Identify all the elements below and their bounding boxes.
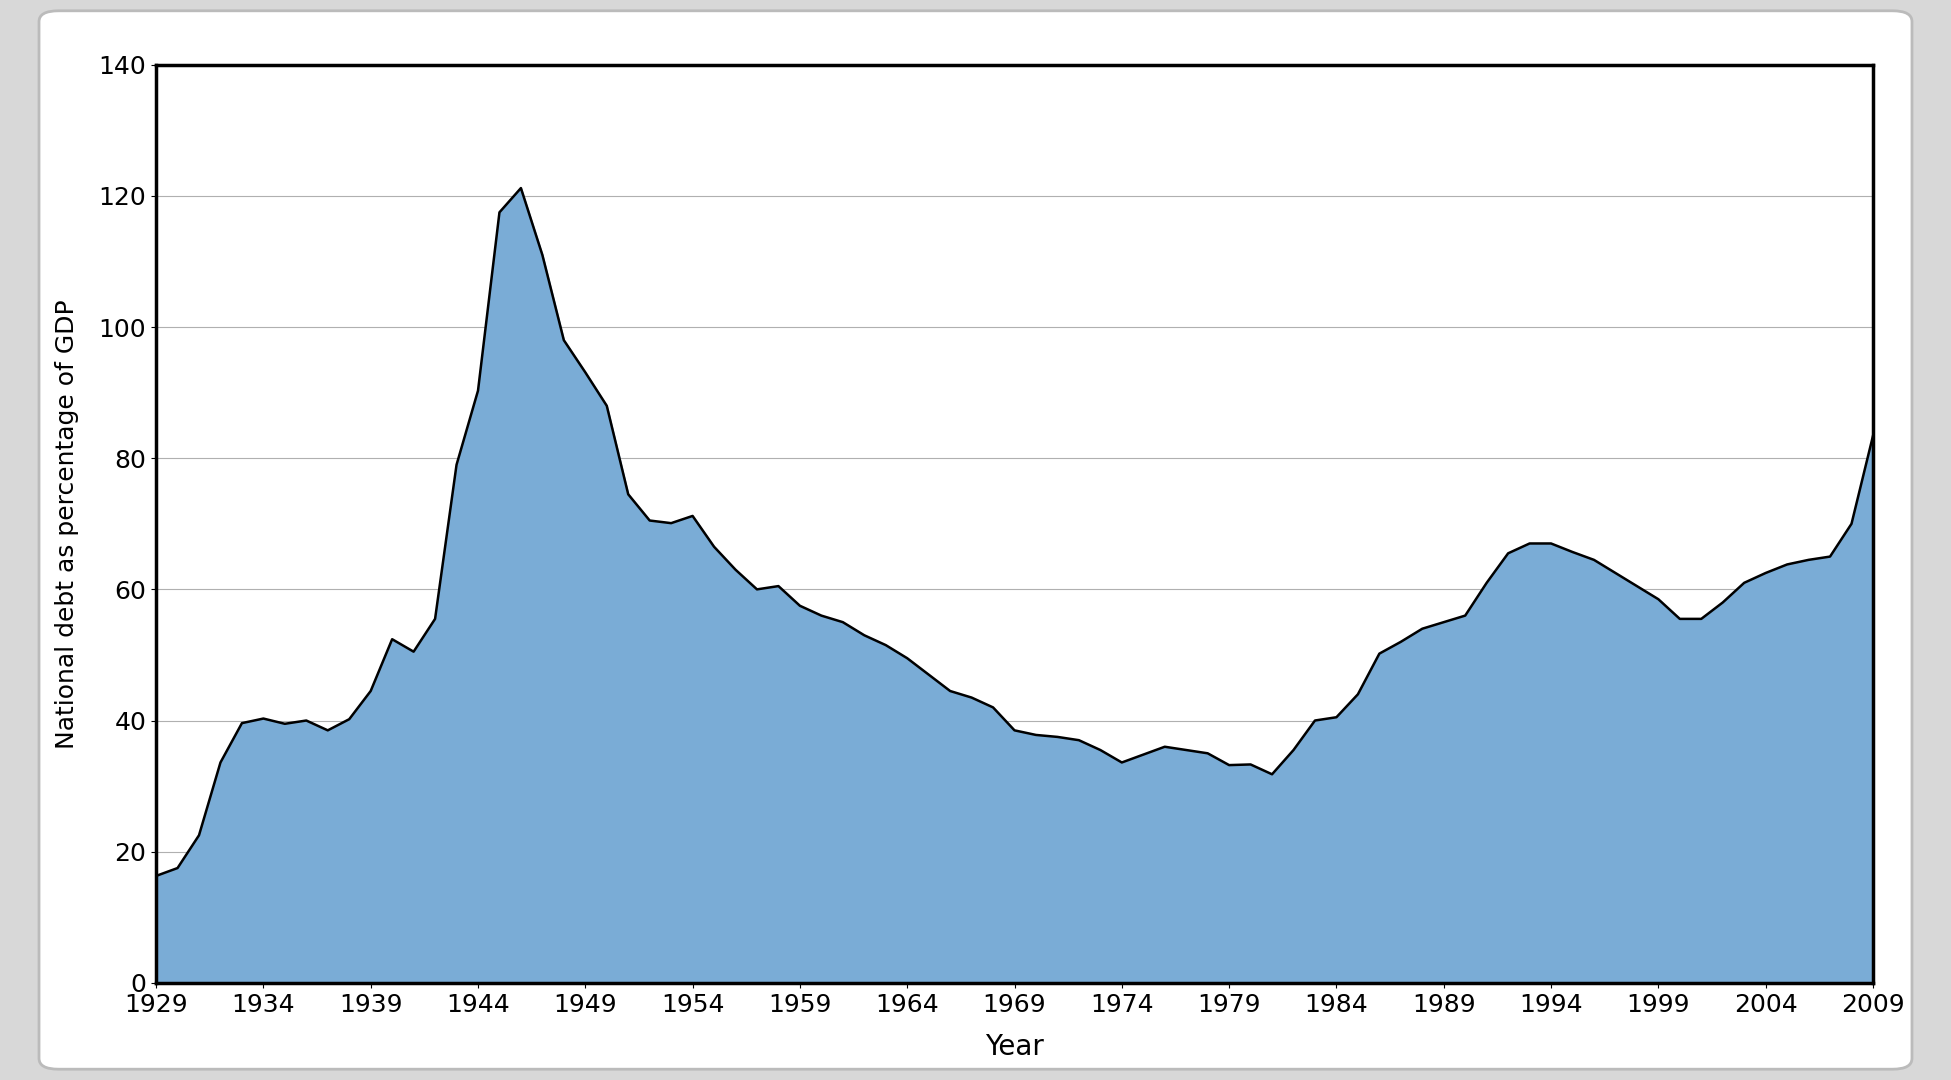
FancyBboxPatch shape	[39, 11, 1912, 1069]
X-axis label: Year: Year	[985, 1034, 1044, 1062]
Y-axis label: National debt as percentage of GDP: National debt as percentage of GDP	[55, 299, 80, 748]
